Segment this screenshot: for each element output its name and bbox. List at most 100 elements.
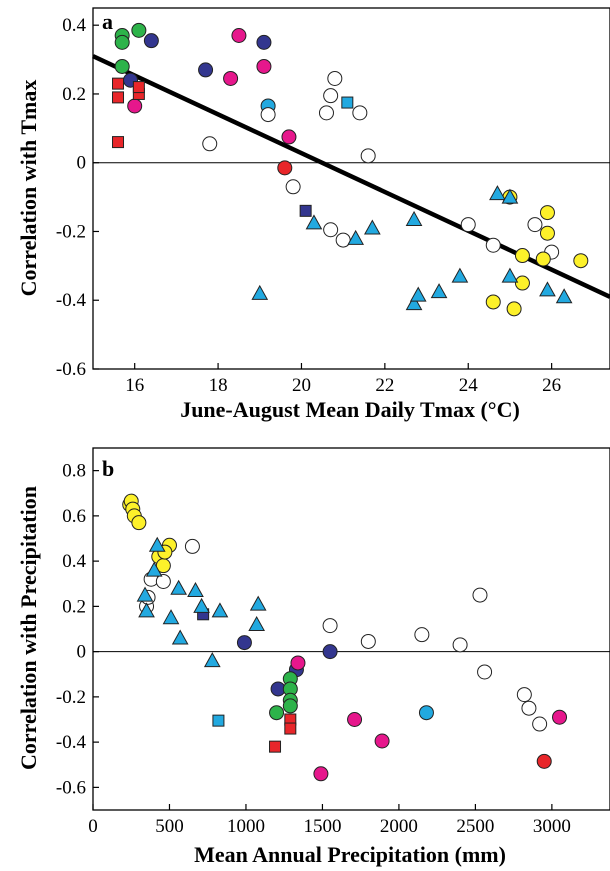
panel-b-yellow-circle-marker (131, 515, 147, 531)
panel-a-regression-line (92, 54, 610, 299)
panel-a-green-circle-marker (114, 34, 130, 50)
panel-a-cyan-triangle-marker (405, 295, 423, 311)
panel-a-white-circle-marker (527, 217, 543, 233)
panel-a-red-square-marker (112, 77, 125, 90)
panel-a-cyan-triangle-marker (451, 267, 469, 283)
panel-b-white-circle-marker (155, 573, 171, 589)
panel-a-y-tick-label: 0.4 (62, 15, 86, 36)
panel-a-green-circle-marker (114, 58, 130, 74)
panel-b-green-circle-marker (269, 705, 285, 721)
panel-a-cyan-triangle-marker (363, 219, 381, 235)
panel-a-y-tick-label: -0.2 (56, 221, 86, 242)
panel-a-yellow-circle-marker (573, 253, 589, 269)
panel-a-white-circle-marker (318, 105, 334, 121)
panel-b-ticks: 0 500 1000 1500 2000 2500 3000 -0.6 -0.4 -0.2 0 0.2… (56, 461, 571, 837)
panel-b-marks (93, 493, 610, 782)
panel-b-magenta-circle-marker (374, 733, 390, 749)
panel-a-red-square-marker (132, 81, 145, 94)
panel-b-red-square-marker (284, 722, 297, 735)
panel-b-cyan-triangle-marker (171, 629, 189, 645)
panel-b-white-circle-marker (452, 637, 468, 653)
panel-b-cyan-triangle-marker (162, 609, 180, 625)
panel-a-yellow-circle-marker (514, 275, 530, 291)
panel-a-green-circle-marker (131, 22, 147, 38)
panel-a-magenta-circle-marker (281, 129, 297, 145)
panel-b-x-tick-label: 2000 (380, 816, 418, 837)
panel-b-y-tick-label: 0.8 (62, 461, 86, 482)
panel-b-green-circle-marker (282, 698, 298, 714)
panel-a-red-circle-marker (277, 160, 293, 176)
panel-b-cyan-circle-marker (418, 705, 434, 721)
panel-a-white-circle-marker (285, 179, 301, 195)
panel-a-chart: a June-August Mean Daily Tmax (°C) Corre… (16, 7, 610, 422)
panel-a-y-tick-label: 0.2 (62, 84, 86, 105)
panel-a-navy-circle-marker (198, 62, 214, 78)
panel-b-cyan-triangle-marker (136, 586, 154, 602)
panel-b-x-tick-label: 500 (155, 816, 184, 837)
panel-a-x-tick-label: 24 (459, 375, 479, 396)
panel-b-magenta-circle-marker (347, 712, 363, 727)
panel-b-chart: b Mean Annual Precipitation (mm) Correla… (16, 447, 610, 867)
panel-a-cyan-triangle-marker (251, 284, 269, 300)
panel-b-red-square-marker (269, 740, 282, 753)
panel-a-x-tick-label: 26 (542, 375, 561, 396)
panel-b-red-circle-marker (536, 753, 552, 769)
panel-b-white-circle-marker (521, 700, 537, 716)
panel-b-cyan-triangle-marker (249, 595, 267, 611)
panel-a-white-circle-marker (360, 148, 376, 164)
panel-a-yellow-circle-marker (485, 294, 501, 310)
panel-a-yellow-circle-marker (535, 251, 551, 267)
panel-a-cyan-triangle-marker (555, 288, 573, 304)
panel-a-cyan-triangle-marker (405, 210, 423, 226)
panel-b-y-tick-label: -0.2 (56, 687, 86, 708)
panel-a-magenta-circle-marker (256, 58, 272, 74)
panel-b-white-circle-marker (477, 664, 493, 680)
panel-b-cyan-triangle-marker (203, 652, 221, 668)
panel-b-navy-circle-marker (322, 644, 338, 660)
panel-a-label: a (102, 9, 113, 34)
panel-b-cyan-square-marker (212, 714, 225, 727)
panel-a-magenta-circle-marker (223, 70, 239, 86)
panel-b-white-circle-marker (322, 618, 338, 634)
panel-a-yellow-circle-marker (514, 248, 530, 264)
panel-b-x-tick-label: 0 (88, 816, 98, 837)
panel-b-y-tick-label: 0.6 (62, 506, 86, 527)
panel-b-cyan-triangle-marker (145, 561, 163, 577)
panel-a-yellow-circle-marker (506, 301, 522, 317)
panel-a-marks (92, 22, 610, 317)
panel-a-cyan-triangle-marker (539, 281, 556, 297)
panel-a-white-circle-marker (485, 237, 501, 253)
panel-b-white-circle-marker (516, 687, 532, 703)
panel-a-y-axis-title: Correlation with Tmax (16, 80, 41, 297)
panel-b-y-tick-label: 0.4 (62, 551, 86, 572)
panel-b-x-axis-title: Mean Annual Precipitation (mm) (194, 842, 506, 867)
panel-b-white-circle-marker (532, 716, 548, 732)
panel-a-white-circle-marker (323, 222, 339, 238)
panel-a-x-tick-label: 20 (292, 375, 311, 396)
panel-a-magenta-circle-marker (127, 98, 143, 114)
panel-a-navy-square-marker (299, 204, 312, 217)
panel-a-y-tick-label: 0 (77, 153, 87, 174)
panel-b-white-circle-marker (184, 538, 200, 554)
panel-a-navy-circle-marker (256, 34, 272, 50)
panel-b-label: b (102, 456, 114, 481)
panel-a-red-square-marker (112, 136, 125, 149)
panel-b-cyan-triangle-marker (170, 579, 188, 595)
panel-a-x-tick-label: 16 (125, 375, 144, 396)
panel-a-cyan-triangle-marker (305, 214, 323, 230)
panel-b-y-axis-title: Correlation with Precipitation (16, 486, 41, 770)
panel-a-x-tick-label: 18 (209, 375, 228, 396)
panel-a-white-circle-marker (460, 217, 476, 233)
panel-a-x-axis-title: June-August Mean Daily Tmax (°C) (180, 397, 520, 422)
panel-b-y-tick-label: 0.2 (62, 596, 86, 617)
panel-b-x-tick-label: 1000 (227, 816, 265, 837)
panel-a-cyan-square-marker (341, 96, 354, 109)
panel-b-x-tick-label: 1500 (303, 816, 341, 837)
panel-a-magenta-circle-marker (231, 28, 247, 44)
panel-b-cyan-triangle-marker (193, 597, 210, 613)
panel-a-white-circle-marker (323, 88, 339, 104)
panel-a-red-square-marker (112, 91, 125, 104)
panel-a-yellow-circle-marker (539, 225, 555, 241)
panel-a-navy-circle-marker (143, 33, 159, 49)
